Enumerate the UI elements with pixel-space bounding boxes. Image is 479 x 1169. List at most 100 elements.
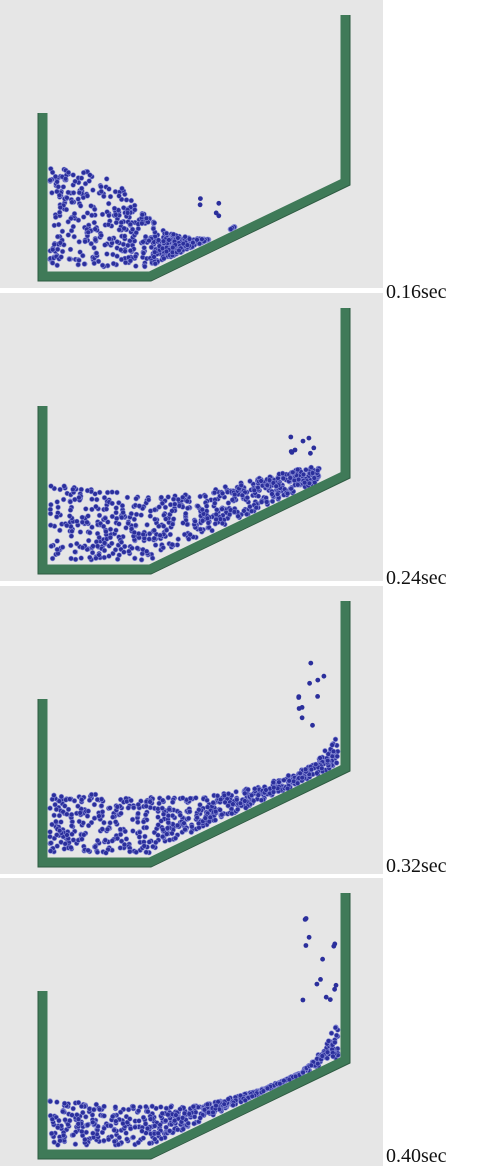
container-wall — [38, 601, 350, 867]
particle — [62, 176, 69, 182]
particle — [75, 196, 81, 202]
particle — [87, 172, 93, 178]
particle — [325, 758, 331, 764]
particle — [242, 790, 248, 797]
particle — [112, 212, 119, 218]
particle — [79, 1128, 85, 1135]
particle — [131, 516, 138, 523]
particle — [219, 490, 226, 497]
particle — [113, 505, 119, 511]
particle — [122, 191, 128, 198]
particle — [84, 193, 91, 199]
particle — [106, 212, 112, 219]
particle — [91, 206, 98, 213]
particle — [65, 169, 72, 176]
particle — [80, 1109, 86, 1116]
simulation-frame — [0, 0, 383, 288]
particle — [152, 507, 158, 513]
particle — [109, 1113, 116, 1120]
particle — [212, 817, 219, 823]
particle — [121, 233, 128, 239]
particle — [196, 241, 203, 247]
particle — [231, 509, 238, 515]
particle — [185, 815, 192, 822]
particle — [157, 532, 163, 539]
particle — [263, 787, 269, 793]
particle — [128, 526, 135, 532]
particle — [160, 545, 166, 551]
particle — [140, 250, 147, 256]
particle — [170, 496, 177, 502]
particle — [230, 801, 236, 807]
particle — [120, 509, 126, 516]
particle — [86, 1106, 93, 1112]
particle — [123, 1130, 129, 1136]
particle — [170, 244, 176, 251]
particle — [112, 1104, 119, 1110]
particle — [332, 941, 338, 947]
particle — [118, 247, 124, 253]
particle — [119, 185, 125, 192]
particle — [90, 187, 96, 193]
particle — [136, 531, 142, 537]
particle — [186, 1111, 193, 1117]
particle — [118, 219, 125, 226]
particle — [187, 531, 193, 538]
particle — [98, 232, 104, 239]
particle — [87, 530, 93, 536]
particle — [105, 1136, 112, 1143]
particle — [311, 475, 317, 481]
particle — [108, 1123, 114, 1129]
particle — [117, 845, 124, 851]
particle — [155, 814, 161, 820]
particle — [140, 531, 146, 538]
particle — [211, 490, 218, 496]
particle — [300, 438, 306, 444]
particle — [93, 250, 100, 256]
particle — [132, 253, 139, 260]
particle — [318, 977, 323, 982]
particle — [101, 1113, 107, 1119]
particle — [101, 554, 108, 561]
particle — [101, 193, 107, 200]
particle — [92, 226, 98, 232]
particle — [185, 505, 191, 511]
particle — [88, 203, 94, 209]
particle — [251, 487, 258, 494]
particle — [155, 822, 161, 828]
particle — [314, 981, 320, 987]
particle — [228, 226, 234, 232]
simulation-frame — [0, 586, 383, 874]
particle — [320, 956, 325, 962]
particle — [106, 236, 113, 242]
particle — [180, 494, 186, 501]
particle — [96, 1106, 103, 1113]
particle — [54, 234, 61, 240]
particle — [243, 805, 249, 811]
particle — [107, 526, 114, 533]
particle — [213, 1102, 219, 1109]
particle — [170, 799, 176, 805]
particle — [117, 1109, 124, 1115]
particle — [139, 212, 146, 218]
particle — [61, 846, 68, 852]
particle — [202, 815, 209, 821]
particle — [75, 1099, 82, 1106]
particle — [193, 795, 199, 801]
particle — [110, 260, 117, 267]
particle — [143, 824, 150, 831]
particle — [141, 843, 147, 849]
particle — [67, 246, 74, 253]
particle — [303, 916, 309, 921]
particle — [194, 237, 200, 243]
particle — [213, 511, 219, 518]
particle — [151, 527, 157, 534]
particle — [96, 512, 103, 519]
particle — [146, 536, 152, 542]
particle — [143, 849, 149, 855]
frame-label: 0.40sec — [386, 1145, 447, 1167]
particle — [235, 806, 241, 813]
particle — [159, 245, 166, 252]
particle — [170, 231, 177, 238]
particle — [325, 1038, 332, 1044]
